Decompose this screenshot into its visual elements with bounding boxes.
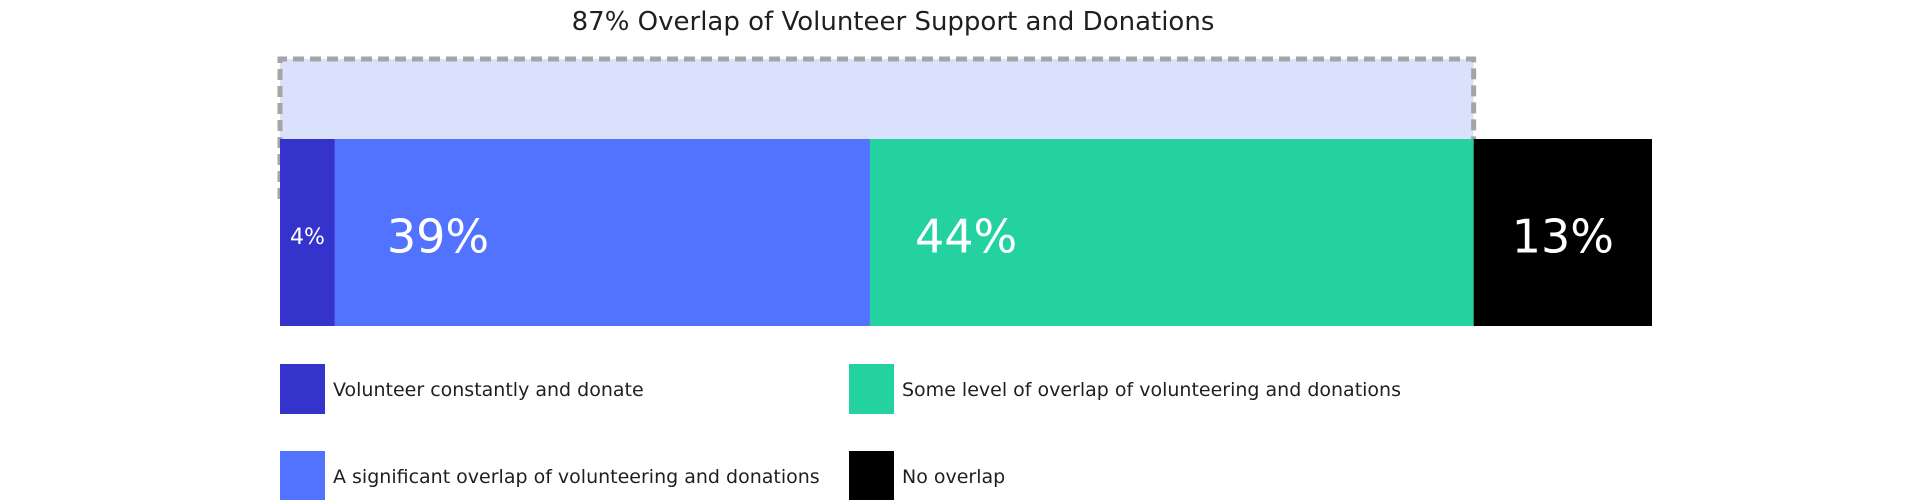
segment-label-3: 44% xyxy=(915,210,1017,264)
legend-label-2: A significant overlap of volunteering an… xyxy=(333,466,820,488)
legend-item-4: No overlap xyxy=(849,451,1005,500)
bar-segment-3 xyxy=(869,139,1474,326)
segment-label-1: 4% xyxy=(290,225,325,250)
legend-item-1: Volunteer constantly and donate xyxy=(280,364,644,414)
legend: Volunteer constantly and donate A signifi… xyxy=(280,364,1401,500)
overlap-bracket-outline xyxy=(277,56,1477,199)
segment-label-4: 13% xyxy=(1512,210,1614,264)
segment-label-2: 39% xyxy=(387,210,489,264)
legend-item-2: A significant overlap of volunteering an… xyxy=(280,451,820,500)
stacked-bar xyxy=(280,139,1652,326)
legend-swatch-1 xyxy=(280,364,325,414)
legend-swatch-4 xyxy=(849,451,894,500)
chart-title: 87% Overlap of Volunteer Support and Don… xyxy=(572,7,1215,37)
bar-segment-1 xyxy=(280,139,335,326)
bar-segment-2 xyxy=(334,139,870,326)
legend-label-1: Volunteer constantly and donate xyxy=(333,379,644,401)
legend-label-4: No overlap xyxy=(902,466,1005,488)
legend-item-3: Some level of overlap of volunteering an… xyxy=(849,364,1401,414)
legend-label-3: Some level of overlap of volunteering an… xyxy=(902,379,1401,401)
legend-swatch-3 xyxy=(849,364,894,414)
bar-segment-4 xyxy=(1473,139,1652,326)
legend-swatch-2 xyxy=(280,451,325,500)
segment-labels: 4% 39% 44% 13% xyxy=(290,210,1614,264)
